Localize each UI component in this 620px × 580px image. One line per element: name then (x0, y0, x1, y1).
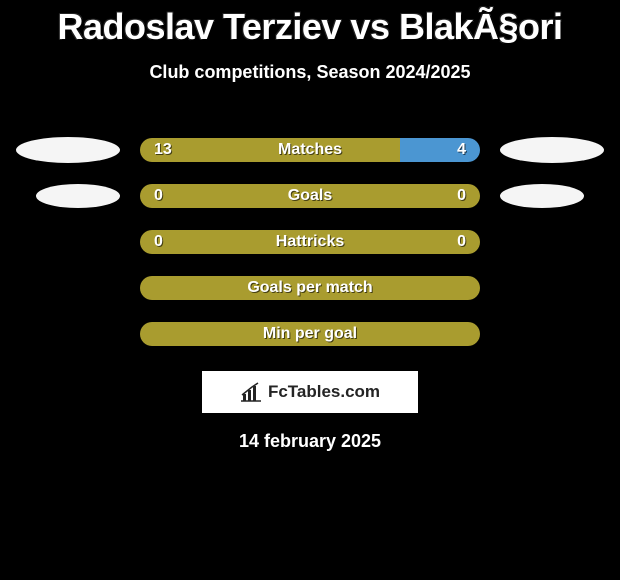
bar-label: Matches (278, 141, 342, 159)
player1-photo (16, 137, 120, 163)
bar-row: 0 Hattricks 0 (0, 219, 620, 265)
brand-badge[interactable]: FcTables.com (202, 371, 418, 413)
bar-label: Min per goal (263, 325, 357, 343)
comparison-bars: 13 Matches 4 0 Goals 0 0 (0, 127, 620, 357)
player2-photo (500, 184, 584, 208)
bar-hattricks: 0 Hattricks 0 (140, 230, 480, 254)
bar-goals-per-match: Goals per match (140, 276, 480, 300)
brand-text: FcTables.com (268, 382, 380, 402)
bar-left-value: 0 (154, 187, 163, 205)
spacer (16, 321, 120, 347)
bar-label: Hattricks (276, 233, 344, 251)
bar-right-value: 0 (457, 187, 466, 205)
bar-left-value: 13 (154, 141, 172, 159)
bar-chart-icon (240, 382, 262, 402)
bar-row: 0 Goals 0 (0, 173, 620, 219)
bar-right-fill (400, 138, 480, 162)
bar-goals: 0 Goals 0 (140, 184, 480, 208)
spacer (500, 229, 604, 255)
bar-left-fill (140, 138, 400, 162)
bar-label: Goals per match (247, 279, 372, 297)
page-title: Radoslav Terziev vs BlakÃ§ori (0, 0, 620, 48)
player2-photo (500, 137, 604, 163)
bar-right-value: 4 (457, 141, 466, 159)
spacer (16, 275, 120, 301)
footer-date: 14 february 2025 (0, 431, 620, 452)
bar-label: Goals (288, 187, 332, 205)
spacer (16, 229, 120, 255)
bar-row: Min per goal (0, 311, 620, 357)
spacer (500, 321, 604, 347)
page-root: Radoslav Terziev vs BlakÃ§ori Club compe… (0, 0, 620, 580)
bar-right-value: 0 (457, 233, 466, 251)
bar-left-value: 0 (154, 233, 163, 251)
page-subtitle: Club competitions, Season 2024/2025 (0, 62, 620, 83)
spacer (500, 275, 604, 301)
player1-photo (36, 184, 120, 208)
bar-min-per-goal: Min per goal (140, 322, 480, 346)
bar-row: 13 Matches 4 (0, 127, 620, 173)
bar-matches: 13 Matches 4 (140, 138, 480, 162)
bar-row: Goals per match (0, 265, 620, 311)
